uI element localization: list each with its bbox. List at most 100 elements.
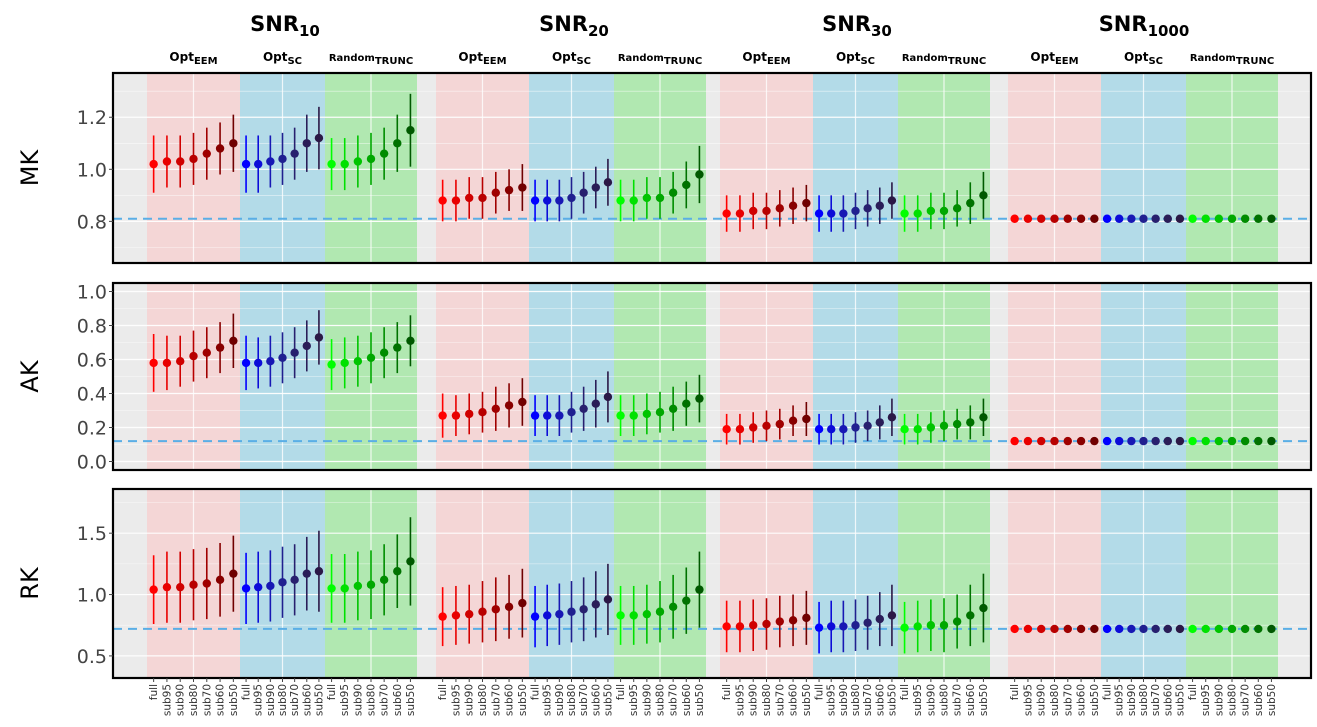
data-point — [1063, 214, 1072, 223]
data-point — [966, 418, 975, 427]
data-point — [1090, 214, 1099, 223]
x-tick-label: sub90 — [1213, 684, 1225, 716]
data-point — [202, 348, 211, 357]
data-point — [149, 358, 158, 368]
data-point — [406, 126, 415, 135]
data-point — [695, 394, 704, 403]
data-point — [1050, 214, 1059, 223]
data-point — [1050, 624, 1059, 634]
data-point — [952, 204, 962, 213]
data-point — [1127, 436, 1136, 446]
y-tick-label: 0.6 — [77, 350, 107, 372]
x-tick-label: sub90 — [925, 684, 937, 716]
x-tick-label: sub90 — [1036, 684, 1048, 716]
y-tick-label: 0.8 — [77, 211, 107, 233]
data-point — [642, 193, 652, 203]
data-point — [775, 419, 784, 429]
data-point — [839, 425, 848, 434]
data-point — [863, 204, 872, 213]
x-tick-label: full — [1187, 684, 1199, 700]
y-tick-label: 0.2 — [77, 418, 107, 440]
data-point — [1227, 624, 1237, 634]
method-label: OptEEM — [169, 50, 217, 67]
data-point — [1127, 624, 1136, 634]
x-tick-label: sub80 — [277, 684, 289, 716]
method-label: OptSC — [263, 50, 302, 67]
data-point — [616, 611, 625, 620]
data-point — [366, 154, 376, 164]
data-point — [1090, 624, 1099, 634]
x-tick-label: sub95 — [339, 684, 351, 716]
data-point — [1214, 624, 1224, 634]
data-point — [749, 423, 758, 432]
data-point — [1102, 436, 1112, 446]
x-tick-label: sub70 — [379, 684, 391, 716]
data-point — [863, 421, 872, 430]
data-point — [438, 612, 447, 621]
data-point — [655, 607, 665, 616]
x-tick-label: sub70 — [289, 684, 301, 716]
data-point — [406, 336, 415, 345]
data-point — [802, 613, 811, 623]
data-point — [722, 425, 731, 434]
x-tick-label: sub60 — [1253, 684, 1265, 716]
data-point — [302, 569, 311, 578]
y-tick-label: 1.5 — [77, 523, 107, 545]
data-point — [1163, 214, 1172, 223]
data-point — [340, 584, 349, 593]
x-tick-label: full — [615, 684, 627, 700]
method-label: RandomTRUNC — [329, 53, 413, 67]
y-tick-label: 1.2 — [77, 107, 107, 129]
method-label: OptEEM — [458, 50, 506, 67]
data-point — [327, 584, 336, 593]
data-point — [266, 357, 275, 366]
data-point — [722, 622, 731, 631]
data-point — [1023, 624, 1033, 634]
data-point — [655, 408, 665, 417]
x-tick-label: full — [148, 684, 160, 700]
data-point — [353, 157, 363, 166]
data-point — [393, 139, 402, 148]
data-point — [215, 144, 225, 153]
data-point — [1115, 214, 1124, 223]
data-point — [491, 188, 500, 197]
x-tick-label: full — [530, 684, 542, 700]
data-point — [229, 569, 238, 578]
x-tick-label: sub60 — [392, 684, 404, 716]
data-point — [939, 421, 949, 430]
data-point — [314, 133, 324, 143]
data-point — [802, 198, 811, 208]
x-tick-label: sub95 — [1200, 684, 1212, 716]
data-point — [1037, 436, 1046, 446]
data-point — [682, 180, 691, 190]
x-tick-label: sub50 — [1089, 684, 1101, 716]
data-point — [478, 607, 487, 616]
data-point — [504, 602, 514, 612]
data-point — [1139, 214, 1148, 223]
x-tick-label: sub50 — [517, 684, 529, 716]
data-point — [1063, 624, 1072, 634]
panel-label: AK — [16, 359, 44, 392]
method-label: RandomTRUNC — [618, 53, 702, 67]
x-tick-label: sub50 — [694, 684, 706, 716]
data-point — [887, 413, 897, 422]
data-point — [1175, 436, 1185, 446]
panel-frame — [111, 71, 1313, 265]
x-tick-label: sub60 — [215, 684, 227, 716]
data-point — [202, 149, 211, 158]
data-point — [900, 425, 909, 434]
data-point — [406, 557, 415, 566]
data-point — [314, 333, 324, 342]
panel-label: MK — [16, 149, 44, 187]
x-tick-label: sub90 — [175, 684, 187, 716]
data-point — [851, 206, 860, 216]
data-point — [1267, 436, 1276, 446]
data-point — [762, 206, 771, 216]
data-point — [215, 575, 225, 585]
data-point — [682, 399, 691, 408]
x-tick-label: sub60 — [1162, 684, 1174, 716]
data-point — [1175, 624, 1185, 634]
data-point — [530, 612, 540, 621]
data-point — [579, 605, 588, 614]
data-point — [814, 425, 824, 434]
